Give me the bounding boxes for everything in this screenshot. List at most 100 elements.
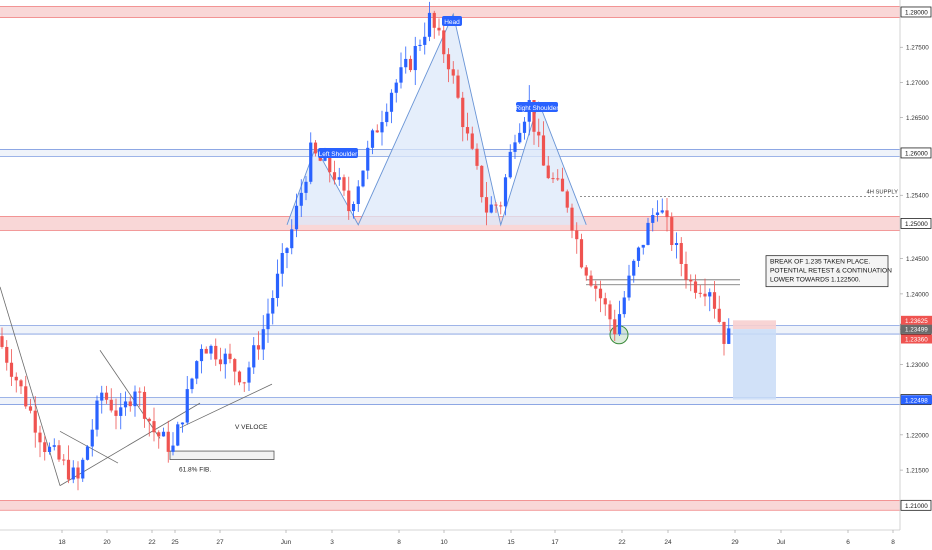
candle	[152, 421, 156, 433]
candle	[133, 391, 137, 407]
candle	[90, 429, 94, 447]
candle	[366, 147, 370, 171]
candle	[261, 329, 265, 350]
candle	[660, 210, 664, 213]
candle	[209, 345, 213, 354]
candle	[309, 142, 313, 182]
candle	[161, 431, 166, 437]
price-tag-label: 1.23625	[905, 318, 928, 325]
candle	[119, 407, 123, 416]
candle	[712, 292, 717, 309]
candle	[470, 133, 474, 149]
candle	[81, 459, 85, 479]
candle	[347, 190, 351, 212]
candle	[114, 410, 118, 416]
price-tag-box	[901, 334, 932, 344]
candle	[461, 97, 465, 128]
candle	[679, 243, 683, 264]
candle	[214, 345, 218, 360]
candle	[546, 165, 550, 179]
label-veloce: V VELOCE	[235, 424, 268, 431]
candle	[418, 44, 422, 47]
x-tick-label: 22	[148, 539, 156, 546]
candle	[655, 212, 660, 216]
candle	[394, 82, 398, 93]
candle	[0, 336, 4, 347]
candle	[294, 205, 299, 230]
price-tag-box	[901, 395, 932, 405]
candle	[503, 177, 508, 207]
candle	[28, 406, 33, 411]
target-zone	[733, 329, 776, 400]
candle	[199, 348, 204, 362]
candle	[285, 248, 289, 253]
candle	[522, 121, 527, 133]
note-box	[765, 255, 889, 288]
x-tick-label: 10	[440, 539, 448, 546]
y-tick-label: 1.24000	[906, 291, 929, 298]
candle	[636, 247, 641, 261]
candle	[589, 275, 593, 286]
candle	[275, 273, 280, 299]
candle	[632, 260, 636, 276]
label-left-shoulder: Left Shoulder	[319, 151, 359, 158]
candle	[123, 401, 128, 408]
candle	[385, 111, 389, 123]
price-tag-label: 1.23499	[905, 327, 928, 334]
candle	[404, 58, 408, 68]
price-tag-label: 1.23360	[905, 337, 928, 344]
x-tick-label: Jul	[777, 539, 786, 546]
candle	[598, 288, 603, 299]
candle	[128, 401, 132, 407]
candle	[361, 170, 365, 187]
candle	[332, 172, 337, 180]
candle	[237, 371, 242, 383]
x-tick-label: 6	[846, 539, 850, 546]
candle	[252, 345, 256, 368]
candle	[356, 186, 360, 204]
candle	[693, 281, 698, 293]
candle	[100, 392, 104, 401]
note-line: LOWER TOWARDS 1.122500.	[770, 277, 861, 284]
candle	[62, 459, 66, 461]
candle	[389, 92, 394, 112]
candle	[328, 155, 332, 173]
candle	[233, 359, 237, 372]
candle	[727, 328, 731, 344]
candle	[442, 30, 446, 55]
candle	[266, 313, 270, 330]
level-zone	[0, 325, 900, 335]
candle	[437, 27, 441, 31]
y-tick-label: 1.25400	[906, 193, 929, 200]
y-tick-label: 1.27000	[906, 80, 929, 87]
x-tick-label: 18	[58, 539, 66, 546]
level-tag-box	[900, 6, 932, 18]
candle	[451, 69, 455, 76]
candle	[375, 130, 379, 133]
candle	[5, 346, 9, 363]
candle	[228, 353, 232, 360]
candle	[608, 304, 612, 320]
candle	[541, 135, 546, 166]
price-tag-box	[901, 324, 932, 334]
candle	[551, 178, 555, 180]
y-tick-label: 1.26500	[906, 115, 929, 122]
candle	[337, 177, 341, 180]
x-tick-label: 22	[618, 539, 626, 546]
candle	[33, 410, 37, 433]
level-tag-label: 1.28000	[905, 9, 928, 16]
candle	[427, 12, 432, 37]
candle	[575, 230, 579, 240]
candle	[47, 446, 52, 452]
y-tick-label: 1.23000	[906, 362, 929, 369]
candle	[484, 197, 489, 213]
candle	[603, 298, 607, 305]
candle	[109, 399, 113, 411]
candle	[627, 275, 631, 298]
candle	[508, 151, 512, 178]
level-tag-label: 1.25000	[905, 221, 928, 228]
candle	[166, 431, 170, 452]
candle	[622, 297, 626, 315]
x-tick-label: 24	[664, 539, 672, 546]
